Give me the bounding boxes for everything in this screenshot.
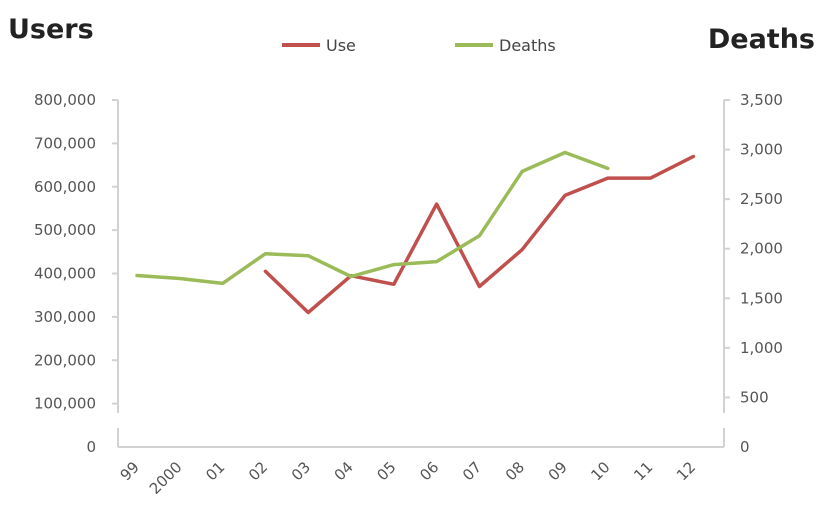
left-tick-label: 0 xyxy=(86,438,96,456)
right-tick-label: 3,500 xyxy=(740,91,783,109)
series-line-deaths xyxy=(135,150,610,286)
x-tick-label: 01 xyxy=(202,458,228,484)
left-tick-label: 200,000 xyxy=(34,351,96,369)
x-tick-label: 2000 xyxy=(146,458,186,498)
left-tick-label: 600,000 xyxy=(34,178,96,196)
legend-label-use: Use xyxy=(326,36,356,55)
x-tick-label: 06 xyxy=(416,458,442,484)
x-tick-label: 08 xyxy=(502,458,528,484)
series-line-use xyxy=(263,154,696,315)
x-tick-label: 03 xyxy=(288,458,314,484)
left-tick-label: 100,000 xyxy=(34,395,96,413)
legend-label-deaths: Deaths xyxy=(499,36,556,55)
x-tick-label: 02 xyxy=(245,458,271,484)
right-tick-label: 1,000 xyxy=(740,339,783,357)
left-tick-label: 300,000 xyxy=(34,308,96,326)
right-tick-label: 2,500 xyxy=(740,190,783,208)
right-tick-label: 2,000 xyxy=(740,240,783,258)
left-tick-label: 400,000 xyxy=(34,265,96,283)
right-tick-label: 500 xyxy=(740,388,769,406)
x-tick-labels: 99 2000 01 02 03 04 05 06 07 08 09 10 11 12 xyxy=(117,458,700,498)
series-lines xyxy=(135,150,696,315)
right-tick-labels: 0 500 1,000 1,500 2,000 2,500 3,000 3,500 xyxy=(724,91,783,456)
left-tick-label: 800,000 xyxy=(34,91,96,109)
x-tick-label: 05 xyxy=(373,458,399,484)
left-tick-labels: 0 100,000 200,000 300,000 400,000 500,000 600,… xyxy=(34,91,118,456)
x-tick-label: 10 xyxy=(587,458,613,484)
x-tick-label: 09 xyxy=(545,458,571,484)
x-tick-label: 11 xyxy=(630,458,656,484)
x-tick-label: 99 xyxy=(117,458,143,484)
x-tick-label: 07 xyxy=(459,458,485,484)
right-tick-label: 1,500 xyxy=(740,289,783,307)
x-tick-label: 04 xyxy=(331,458,357,484)
right-tick-label: 0 xyxy=(740,438,750,456)
legend: Use Deaths xyxy=(282,36,556,55)
left-tick-label: 700,000 xyxy=(34,134,96,152)
left-axis-title: Users xyxy=(8,14,94,45)
right-axis-title: Deaths xyxy=(708,24,815,55)
left-tick-label: 500,000 xyxy=(34,221,96,239)
right-tick-label: 3,000 xyxy=(740,141,783,159)
x-tick-label: 12 xyxy=(673,458,699,484)
